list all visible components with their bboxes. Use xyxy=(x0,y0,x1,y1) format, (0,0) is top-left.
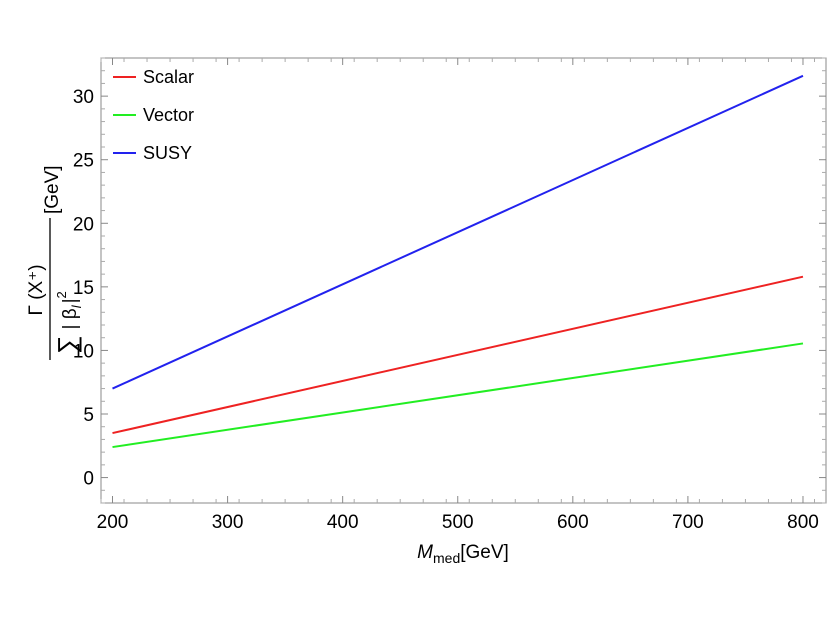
x-tick-label: 500 xyxy=(442,512,474,533)
y-tick-label: 30 xyxy=(73,87,94,108)
axis-ticks xyxy=(100,57,826,504)
x-tick-label: 400 xyxy=(327,512,359,533)
legend: Scalar Vector SUSY xyxy=(113,67,194,163)
y-tick-label: 20 xyxy=(73,214,94,235)
y-tick-label: 15 xyxy=(73,278,94,299)
plot-frame xyxy=(100,57,827,504)
y-axis-denominator-sub: l xyxy=(69,304,84,308)
y-axis-unit: [GeV] xyxy=(42,165,63,214)
y-tick-label: 10 xyxy=(73,341,94,362)
y-axis-denominator-bar: | β xyxy=(60,308,81,329)
x-tick-label: 600 xyxy=(557,512,589,533)
legend-label-vector: Vector xyxy=(143,105,194,125)
plot-border xyxy=(100,57,827,504)
y-tick-label: 5 xyxy=(83,405,94,426)
series-line-scalar xyxy=(112,275,804,435)
series-line-vector xyxy=(112,342,804,449)
y-axis-power: 2 xyxy=(54,291,69,298)
y-tick-label: 0 xyxy=(83,469,94,490)
series-line-susy xyxy=(112,74,804,390)
y-axis-label: Γ (X⁺) ∑ | βl|2 [GeV] xyxy=(26,165,84,360)
y-axis-denominator-end: | xyxy=(60,298,81,303)
legend-label-scalar: Scalar xyxy=(143,67,194,87)
x-axis-unit: [GeV] xyxy=(460,542,509,563)
y-tick-labels: 0 5 10 15 20 25 30 xyxy=(73,87,94,489)
x-axis-subscript: med xyxy=(433,550,460,566)
y-axis-numerator: Γ (X⁺) xyxy=(26,264,47,315)
legend-label-susy: SUSY xyxy=(143,143,192,163)
x-tick-label: 800 xyxy=(787,512,819,533)
x-tick-label: 700 xyxy=(672,512,704,533)
x-axis-label: Mmed[GeV] xyxy=(417,542,509,566)
x-axis-symbol: M xyxy=(417,542,433,563)
y-axis-sum: ∑ xyxy=(52,335,82,354)
series-lines xyxy=(112,74,804,449)
x-tick-labels: 200 300 400 500 600 700 800 xyxy=(97,512,819,533)
x-tick-label: 200 xyxy=(97,512,129,533)
y-tick-label: 25 xyxy=(73,151,94,172)
y-axis-denominator: ∑ | βl|2 xyxy=(52,291,84,354)
x-tick-label: 300 xyxy=(212,512,244,533)
